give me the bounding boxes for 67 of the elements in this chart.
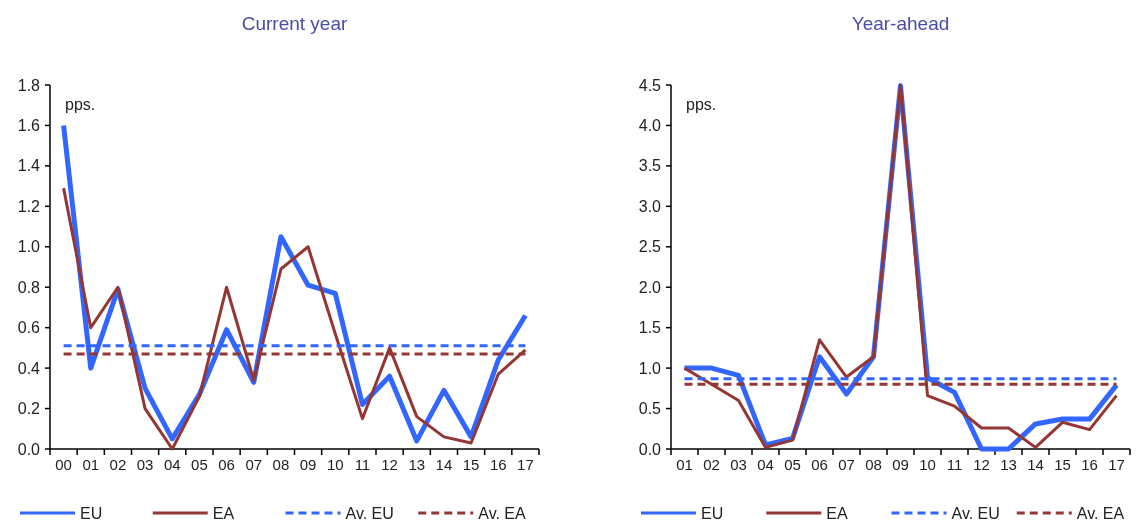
legend-label: EU <box>80 504 103 522</box>
x-tick-label: 09 <box>892 456 909 473</box>
x-tick-label: 15 <box>462 456 480 473</box>
x-tick-label: 11 <box>354 456 371 473</box>
legend-label: Av. EU <box>951 504 1000 522</box>
x-tick-label: 01 <box>82 456 100 473</box>
x-tick-label: 05 <box>191 456 208 473</box>
x-tick-label: 14 <box>1027 456 1044 473</box>
x-tick-label: 14 <box>435 456 453 473</box>
y-tick-label: 1.6 <box>17 117 41 135</box>
legend-label: Av. EU <box>345 504 394 522</box>
y-tick-label: 3.0 <box>638 197 662 215</box>
y-tick-label: 3.5 <box>638 157 662 175</box>
legend-label: Av. EA <box>478 504 527 522</box>
x-tick-label: 10 <box>326 456 344 473</box>
chart-title: Year-ahead <box>851 13 950 34</box>
y-tick-label: 1.8 <box>17 76 41 94</box>
x-tick-label: 07 <box>245 456 263 473</box>
y-tick-label: 2.5 <box>638 238 662 256</box>
legend-label: EA <box>826 504 848 522</box>
x-tick-label: 06 <box>218 456 235 473</box>
y-tick-label: 0.2 <box>17 400 41 418</box>
x-tick-label: 13 <box>1000 456 1017 473</box>
x-tick-label: 12 <box>973 456 990 473</box>
x-tick-label: 08 <box>865 456 882 473</box>
x-tick-label: 17 <box>1108 456 1125 473</box>
x-tick-label: 17 <box>517 456 534 473</box>
legend-label: Av. EA <box>1076 504 1125 522</box>
y-tick-label: 4.5 <box>638 76 662 94</box>
x-tick-label: 02 <box>703 456 720 473</box>
legend-label: EU <box>701 504 724 522</box>
y-tick-label: 0.0 <box>17 440 41 458</box>
y-tick-label: 0.6 <box>17 319 41 337</box>
x-tick-label: 15 <box>1054 456 1071 473</box>
chart-title: Current year <box>241 13 348 34</box>
x-tick-label: 16 <box>489 456 507 473</box>
y-tick-label: 4.0 <box>638 117 662 135</box>
y-tick-label: 1.0 <box>638 359 662 377</box>
x-tick-label: 06 <box>811 456 828 473</box>
x-tick-label: 13 <box>408 456 426 473</box>
annotation: pps. <box>65 96 96 113</box>
y-tick-label: 1.2 <box>17 197 41 215</box>
x-tick-label: 16 <box>1081 456 1098 473</box>
y-tick-label: 1.5 <box>638 319 662 337</box>
y-tick-label: 2.0 <box>638 278 662 296</box>
x-tick-label: 12 <box>381 456 398 473</box>
y-tick-label: 0.4 <box>17 359 41 377</box>
annotation: pps. <box>686 96 717 113</box>
x-tick-label: 10 <box>919 456 936 473</box>
x-tick-label: 04 <box>163 456 181 473</box>
y-tick-label: 1.4 <box>17 157 41 175</box>
x-tick-label: 05 <box>784 456 801 473</box>
x-tick-label: 09 <box>299 456 317 473</box>
x-tick-label: 01 <box>676 456 693 473</box>
x-tick-label: 03 <box>730 456 747 473</box>
y-tick-label: 0.0 <box>638 440 662 458</box>
x-tick-label: 03 <box>136 456 154 473</box>
y-tick-label: 1.0 <box>17 238 41 256</box>
y-tick-label: 0.8 <box>17 278 41 296</box>
x-tick-label: 02 <box>109 456 127 473</box>
x-tick-label: 04 <box>757 456 774 473</box>
y-tick-label: 0.5 <box>638 400 662 418</box>
x-tick-label: 08 <box>272 456 290 473</box>
legend-label: EA <box>212 504 235 522</box>
x-tick-label: 11 <box>946 456 963 473</box>
x-tick-label: 07 <box>838 456 855 473</box>
x-tick-label: 00 <box>55 456 72 473</box>
